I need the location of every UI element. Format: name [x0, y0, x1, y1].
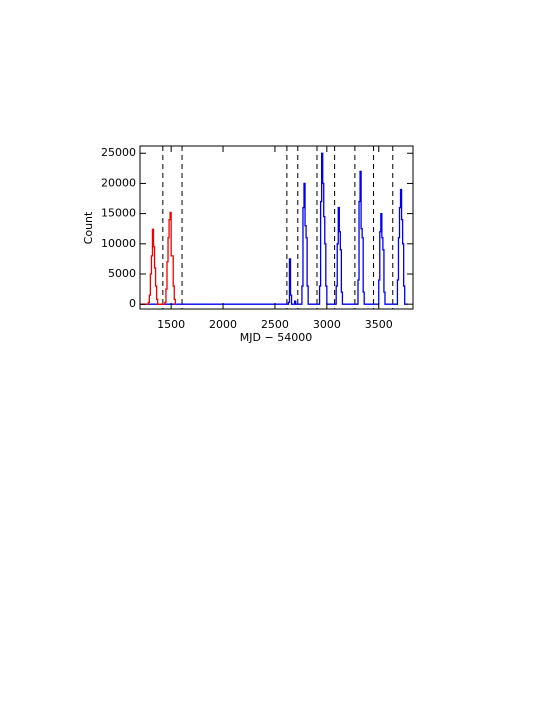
- y-tick-label: 20000: [101, 176, 136, 189]
- x-tick-label: 1500: [157, 318, 185, 331]
- y-axis-label: Count: [82, 211, 95, 244]
- plot-frame: [139, 145, 414, 310]
- y-tick-label: 25000: [101, 146, 136, 159]
- y-tick-label: 0: [129, 297, 136, 310]
- x-axis-label: MJD − 54000: [240, 331, 312, 344]
- x-tick-label: 3000: [313, 318, 341, 331]
- histogram-line: [140, 211, 177, 305]
- x-tick-label: 2000: [209, 318, 237, 331]
- y-tick-label: 5000: [108, 267, 136, 280]
- y-tick-label: 15000: [101, 207, 136, 220]
- x-tick-label: 3500: [365, 318, 393, 331]
- histogram-line: [140, 152, 408, 305]
- x-tick-label: 2500: [261, 318, 289, 331]
- y-tick-label: 10000: [101, 237, 136, 250]
